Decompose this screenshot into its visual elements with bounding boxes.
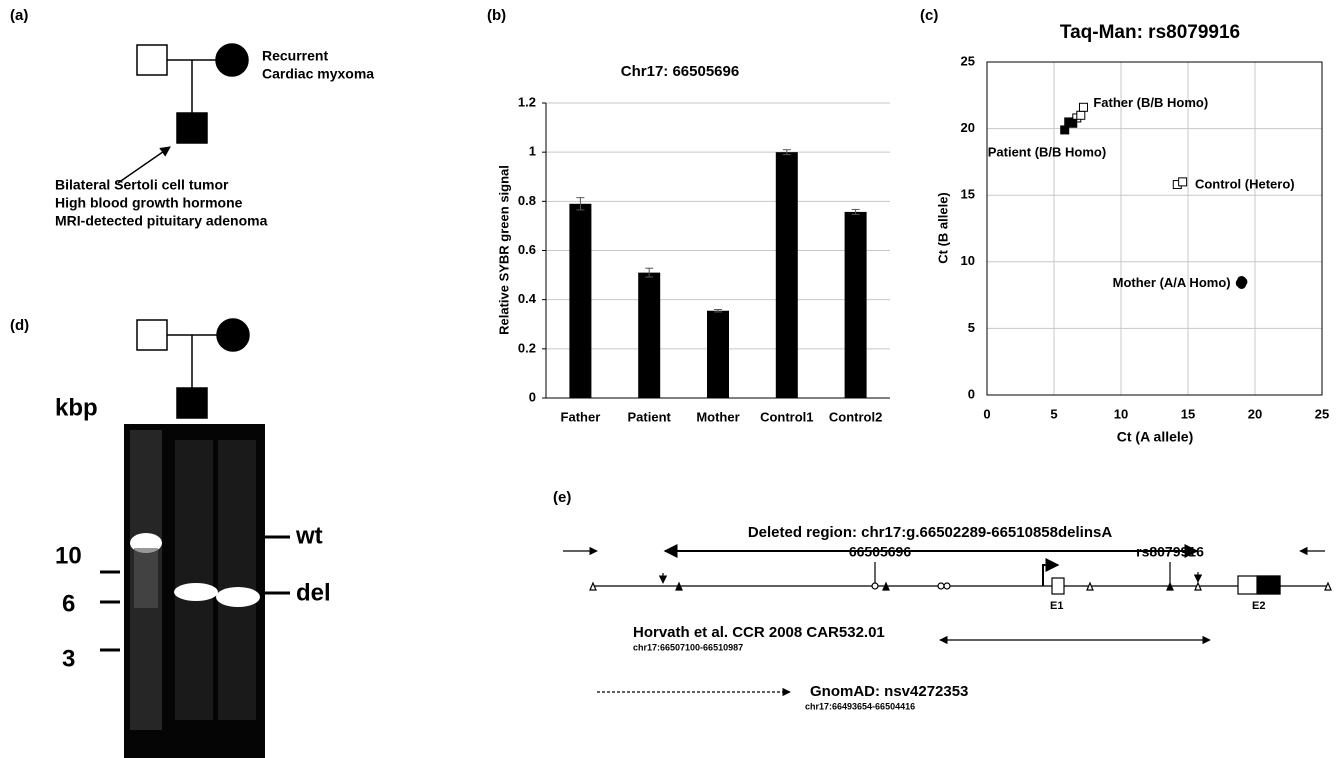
patient-note: MRI-detected pituitary adenoma [55,213,268,229]
point-label: Patient (B/B Homo) [988,144,1106,159]
y-tick-label: 0 [968,386,975,401]
y-tick-label: 1.2 [518,94,536,109]
chart-title: Chr17: 66505696 [621,63,739,80]
mother-note: Recurrent [262,48,328,64]
band-label: wt [295,522,323,549]
pedigree-a [118,44,248,183]
panel-label: (d) [10,317,29,334]
mother-note: Cardiac myxoma [262,66,374,82]
bar [569,204,591,398]
x-tick-label: Control1 [760,409,813,424]
point [1079,103,1087,111]
x-tick-label: 15 [1181,406,1195,421]
patient-note: High blood growth hormone [55,195,243,211]
ladder-label: 3 [62,645,75,672]
site-label: 66505696 [849,544,912,560]
horvath-label: Horvath et al. CCR 2008 CAR532.01 [633,624,885,641]
panel-label: (c) [920,7,938,24]
y-tick-label: 0.4 [518,291,537,306]
bar [776,152,798,398]
x-axis-label: Ct (A allele) [1117,429,1194,445]
point [1061,126,1069,134]
gene-map [563,551,1331,692]
y-tick-label: 20 [961,120,975,135]
panel-label: (e) [553,489,571,506]
gel [100,424,290,758]
y-tick-label: 10 [961,253,975,268]
point [1069,119,1077,127]
y-tick-label: 25 [961,53,975,68]
unit-label: kbp [55,394,98,421]
x-tick-label: 10 [1114,406,1128,421]
chart-title: Taq-Man: rs8079916 [1060,22,1240,43]
y-axis-label: Ct (B allele) [935,192,950,264]
page: (a) Recurrent Cardiac myxoma Bilateral S… [0,0,1343,758]
site-label: rs8079916 [1136,544,1204,560]
figure: (a) Recurrent Cardiac myxoma Bilateral S… [0,0,1343,758]
band-label: del [296,579,331,606]
ladder-label: 10 [55,542,82,569]
x-tick-label: 5 [1050,406,1057,421]
point-label: Mother (A/A Homo) [1113,275,1231,290]
bar [638,273,660,398]
plot-frame [987,62,1322,395]
deleted-region: Deleted region: chr17:g.66502289-6651085… [748,524,1113,541]
exon-label: E2 [1252,600,1265,612]
y-tick-label: 1 [529,144,536,159]
x-tick-label: 0 [983,406,990,421]
bar [845,212,867,398]
x-tick-label: Mother [696,409,739,424]
bar [707,311,729,398]
x-tick-label: 25 [1315,406,1329,421]
exon-label: E1 [1050,600,1063,612]
y-tick-label: 15 [961,187,975,202]
gnomad-label: GnomAD: nsv4272353 [810,683,968,700]
x-tick-label: Father [561,409,601,424]
panel-label: (b) [487,7,506,24]
point [1238,280,1246,288]
point [1179,178,1187,186]
point [1077,111,1085,119]
point-label: Control (Hetero) [1195,177,1295,192]
patient-note: Bilateral Sertoli cell tumor [55,177,229,193]
y-tick-label: 5 [968,320,975,335]
ladder-label: 6 [62,590,75,617]
panel-label: (a) [10,7,28,24]
y-tick-label: 0 [529,389,536,404]
pedigree-d [137,319,249,418]
point-label: Father (B/B Homo) [1093,95,1208,110]
y-axis-label: Relative SYBR green signal [496,165,511,335]
y-tick-label: 0.6 [518,242,536,257]
x-tick-label: Patient [628,409,672,424]
x-tick-label: Control2 [829,409,882,424]
gnomad-coords: chr17:66493654-66504416 [805,701,915,711]
y-tick-label: 0.8 [518,193,536,208]
y-tick-label: 0.2 [518,340,536,355]
x-tick-label: 20 [1248,406,1262,421]
horvath-coords: chr17:66507100-66510987 [633,642,743,652]
